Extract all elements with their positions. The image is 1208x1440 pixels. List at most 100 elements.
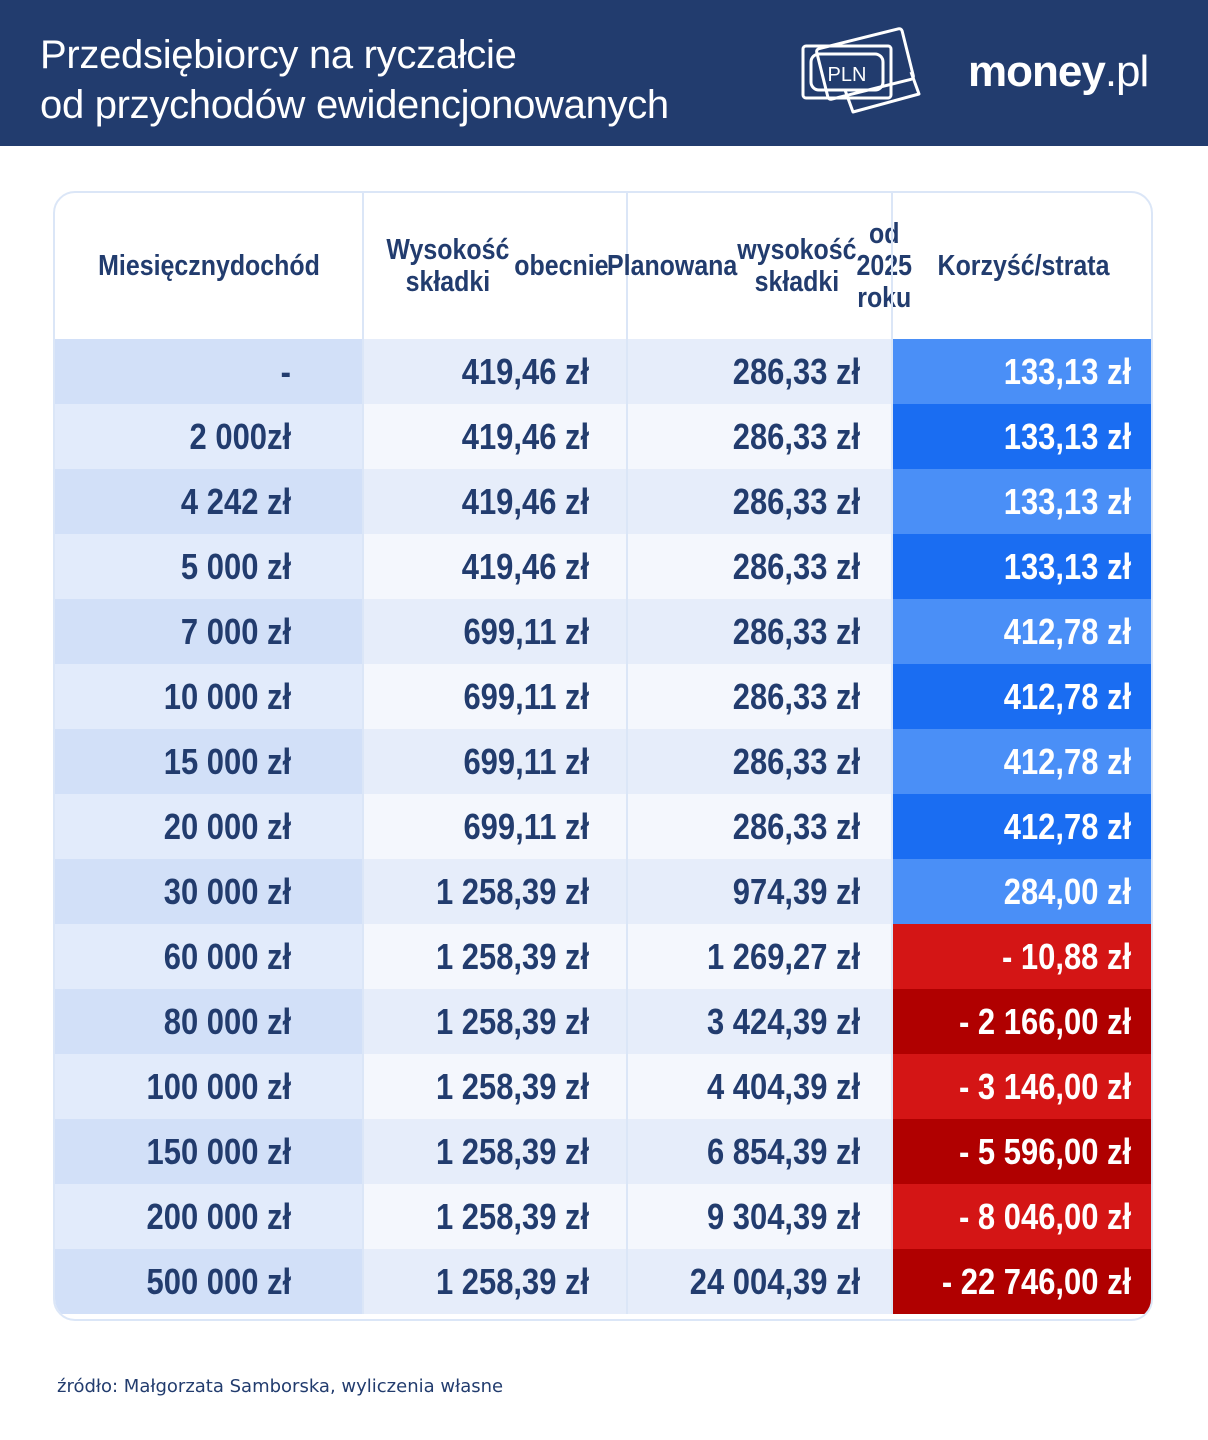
cell-value: 10 000 zł <box>163 675 291 717</box>
header-line: dochód <box>229 250 320 282</box>
cell-value: 286,33 zł <box>732 480 860 522</box>
brand-name: money <box>968 47 1106 96</box>
header-divider <box>891 193 893 339</box>
planned-contribution-cell: 286,33 zł <box>627 729 892 794</box>
income-cell: 4 242 zł <box>55 469 363 534</box>
table-row: 500 000 zł 1 258,39 zł 24 004,39 zł - 22 74… <box>55 1249 1151 1314</box>
cell-value: 9 304,39 zł <box>706 1195 860 1237</box>
cell-value: 286,33 zł <box>732 415 860 457</box>
page-title: Przedsiębiorcy na ryczałcie od przychodó… <box>40 30 669 130</box>
cell-value: 150 000 zł <box>146 1130 291 1172</box>
brand-logo: money.pl <box>968 44 1149 100</box>
table-row: 150 000 zł 1 258,39 zł 6 854,39 zł - 5 596,… <box>55 1119 1151 1184</box>
header-line: /strata <box>1034 250 1110 282</box>
cell-value: 4 404,39 zł <box>706 1065 860 1107</box>
income-cell: - <box>55 339 363 404</box>
income-cell: 2 000zł <box>55 404 363 469</box>
header-gain-loss: Korzyść/strata <box>910 193 1136 339</box>
current-contribution-cell: 419,46 zł <box>363 469 627 534</box>
gain-loss-cell: 412,78 zł <box>892 599 1151 664</box>
income-cell: 80 000 zł <box>55 989 363 1054</box>
table-row: 10 000 zł 699,11 zł 286,33 zł 412,78 zł <box>55 664 1151 729</box>
cell-value: 286,33 zł <box>732 350 860 392</box>
header-line: od 2025 roku <box>856 218 913 314</box>
cell-value: 412,78 zł <box>1003 675 1131 717</box>
cell-value: 1 258,39 zł <box>435 1000 589 1042</box>
income-cell: 5 000 zł <box>55 534 363 599</box>
income-cell: 150 000 zł <box>55 1119 363 1184</box>
header-line: Planowana <box>607 250 738 282</box>
current-contribution-cell: 699,11 zł <box>363 729 627 794</box>
current-contribution-cell: 1 258,39 zł <box>363 989 627 1054</box>
cell-value: 419,46 zł <box>461 415 589 457</box>
gain-loss-cell: 133,13 zł <box>892 469 1151 534</box>
table-row: 20 000 zł 699,11 zł 286,33 zł 412,78 zł <box>55 794 1151 859</box>
income-cell: 7 000 zł <box>55 599 363 664</box>
cell-value: 1 258,39 zł <box>435 935 589 977</box>
table-row: 4 242 zł 419,46 zł 286,33 zł 133,13 zł <box>55 469 1151 534</box>
cell-value: 1 258,39 zł <box>435 1065 589 1107</box>
current-contribution-cell: 699,11 zł <box>363 599 627 664</box>
cell-value: 974,39 zł <box>732 870 860 912</box>
gain-loss-cell: 133,13 zł <box>892 339 1151 404</box>
table-row: 2 000zł 419,46 zł 286,33 zł 133,13 zł <box>55 404 1151 469</box>
planned-contribution-cell: 4 404,39 zł <box>627 1054 892 1119</box>
cell-value: 1 258,39 zł <box>435 1130 589 1172</box>
cell-value: 1 258,39 zł <box>435 1260 589 1302</box>
cell-value: 6 854,39 zł <box>706 1130 860 1172</box>
cell-value: 80 000 zł <box>163 1000 291 1042</box>
header-divider <box>362 193 364 339</box>
cell-value: 699,11 zł <box>463 675 589 717</box>
current-contribution-cell: 419,46 zł <box>363 404 627 469</box>
planned-contribution-cell: 6 854,39 zł <box>627 1119 892 1184</box>
current-contribution-cell: 1 258,39 zł <box>363 859 627 924</box>
income-cell: 30 000 zł <box>55 859 363 924</box>
cell-value: 15 000 zł <box>163 740 291 782</box>
gain-loss-cell: - 3 146,00 zł <box>892 1054 1151 1119</box>
cell-value: 7 000 zł <box>180 610 291 652</box>
gain-loss-cell: 412,78 zł <box>892 794 1151 859</box>
header-line: Miesięczny <box>98 250 230 282</box>
cell-value: 133,13 zł <box>1003 350 1131 392</box>
planned-contribution-cell: 286,33 zł <box>627 664 892 729</box>
banknote-label: PLN <box>828 64 867 86</box>
planned-contribution-cell: 286,33 zł <box>627 794 892 859</box>
income-cell: 10 000 zł <box>55 664 363 729</box>
table-row: 200 000 zł 1 258,39 zł 9 304,39 zł - 8 046,… <box>55 1184 1151 1249</box>
planned-contribution-cell: 286,33 zł <box>627 404 892 469</box>
income-cell: 200 000 zł <box>55 1184 363 1249</box>
header-planned-contribution: Planowana wysokość składki od 2025 roku <box>607 193 912 339</box>
header-line: obecnie <box>514 250 609 282</box>
header-divider <box>626 193 628 339</box>
current-contribution-cell: 699,11 zł <box>363 794 627 859</box>
cell-value: 412,78 zł <box>1003 740 1131 782</box>
income-cell: 60 000 zł <box>55 924 363 989</box>
cell-value: - 10,88 zł <box>1001 935 1131 977</box>
cell-value: 100 000 zł <box>146 1065 291 1107</box>
cell-value: - <box>280 350 291 392</box>
planned-contribution-cell: 286,33 zł <box>627 469 892 534</box>
planned-contribution-cell: 9 304,39 zł <box>627 1184 892 1249</box>
income-cell: 100 000 zł <box>55 1054 363 1119</box>
cell-value: 286,33 zł <box>732 545 860 587</box>
table-row: 80 000 zł 1 258,39 zł 3 424,39 zł - 2 166,0… <box>55 989 1151 1054</box>
header-line: wysokość składki <box>737 234 857 298</box>
cell-value: 1 269,27 zł <box>706 935 860 977</box>
cell-value: - 2 166,00 zł <box>958 1000 1131 1042</box>
header-line: Korzyść <box>937 250 1035 282</box>
gain-loss-cell: - 8 046,00 zł <box>892 1184 1151 1249</box>
planned-contribution-cell: 286,33 zł <box>627 599 892 664</box>
data-table: Miesięczny dochód Wysokość składki obecnie… <box>53 191 1153 1321</box>
cell-value: 20 000 zł <box>163 805 291 847</box>
cell-value: - 5 596,00 zł <box>958 1130 1131 1172</box>
cell-value: 286,33 zł <box>732 805 860 847</box>
planned-contribution-cell: 24 004,39 zł <box>627 1249 892 1314</box>
gain-loss-cell: 133,13 zł <box>892 534 1151 599</box>
cell-value: 133,13 zł <box>1003 415 1131 457</box>
current-contribution-cell: 419,46 zł <box>363 534 627 599</box>
planned-contribution-cell: 286,33 zł <box>627 534 892 599</box>
cell-value: 3 424,39 zł <box>706 1000 860 1042</box>
header-monthly-income: Miesięczny dochód <box>77 193 342 339</box>
income-cell: 20 000 zł <box>55 794 363 859</box>
title-line-1: Przedsiębiorcy na ryczałcie <box>40 33 517 77</box>
